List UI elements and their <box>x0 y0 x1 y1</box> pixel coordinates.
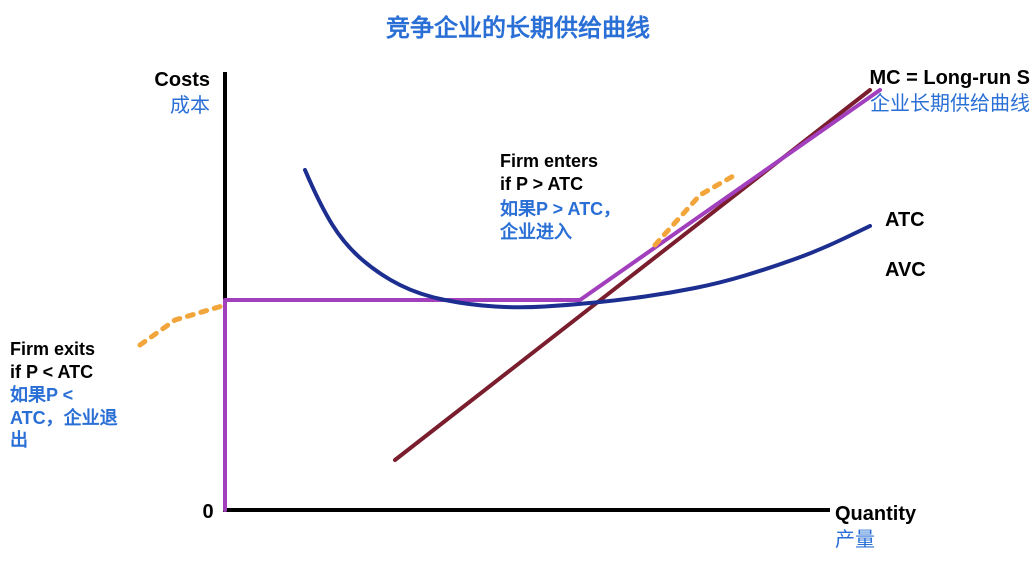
mc-curve-label-zh: 企业长期供给曲线 <box>870 92 1030 117</box>
avc-curve-label: AVC <box>885 258 926 283</box>
origin-label: 0 <box>202 500 213 525</box>
x-axis-label-en: Quantity <box>835 502 916 527</box>
atc-curve-label: ATC <box>885 208 925 233</box>
chart-stage: { "title": { "text": "竞争企业的长期供给曲线", "col… <box>0 0 1036 574</box>
mc-curve-label-en: MC = Long-run S <box>869 66 1030 91</box>
enter-annotation-zh: 如果P > ATC， 企业进入 <box>500 198 621 243</box>
exit-annotation-en: Firm exits if P < ATC <box>10 338 95 383</box>
y-axis-label-zh: 成本 <box>170 94 210 119</box>
exit-annotation-zh: 如果P < ATC，企业退 出 <box>10 384 118 452</box>
x-axis-label-zh: 产量 <box>835 528 875 553</box>
y-axis-label-en: Costs <box>154 68 210 93</box>
enter-annotation-en: Firm enters if P > ATC <box>500 150 598 195</box>
chart-title: 竞争企业的长期供给曲线 <box>386 14 650 44</box>
